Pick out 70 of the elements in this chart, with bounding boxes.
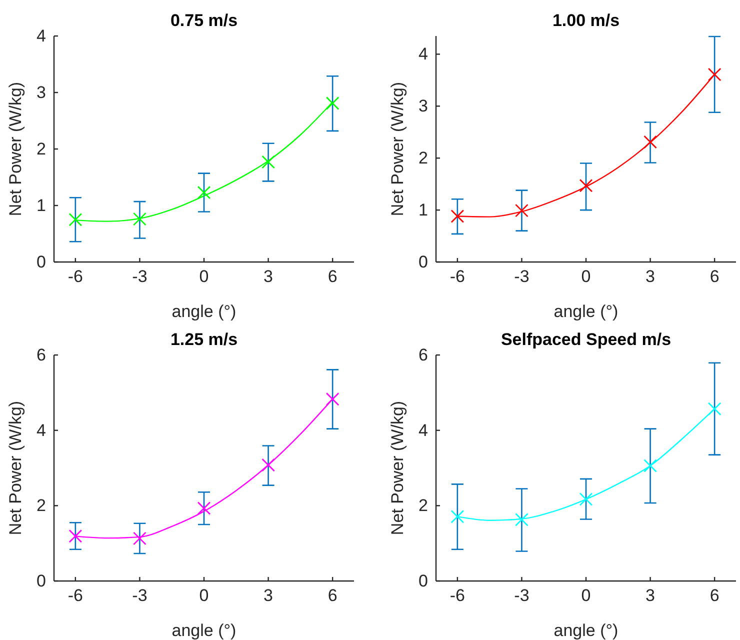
point [133,532,146,546]
point [644,135,657,149]
x-tick-label: 3 [264,267,274,286]
y-axis-title: Net Power (W/kg) [388,82,407,216]
y-tick-label: 6 [36,345,46,364]
chart-title: 0.75 m/s [170,11,238,30]
point [450,210,464,223]
x-tick-label: -6 [450,586,465,606]
y-tick-label: 0 [36,571,46,590]
point [515,204,528,218]
x-tick-label: 0 [581,267,591,286]
x-tick-label: 3 [264,586,274,606]
point [644,459,657,472]
point [708,68,722,82]
x-tick-label: 6 [710,267,720,286]
y-tick-label: 0 [36,252,46,272]
y-tick-label: 2 [36,496,46,516]
y-tick-label: 4 [36,26,46,46]
point [68,529,82,543]
y-tick-label: 2 [36,139,46,158]
point [450,510,464,524]
point [197,502,211,516]
point [579,178,593,192]
y-axis-title: Net Power (W/kg) [388,400,407,536]
chart-title: 1.00 m/s [552,11,620,30]
y-tick-label: 0 [418,252,428,272]
y-axis-title: Net Power (W/kg) [6,400,25,536]
point [708,402,722,416]
x-tick-label: 0 [199,586,209,606]
x-tick-label: 0 [581,586,591,606]
y-tick-label: 3 [418,96,428,116]
x-axis-title: angle (°) [172,302,236,321]
chart-title: Selfpaced Speed m/s [500,330,672,349]
x-tick-label: 0 [199,267,209,286]
x-tick-label: -3 [132,586,148,606]
point [515,512,528,526]
x-axis-title: angle (°) [554,302,618,321]
x-tick-label: 3 [646,267,656,286]
x-axis-title: angle (°) [172,621,236,640]
y-tick-label: 2 [418,496,428,516]
point [326,392,340,406]
y-tick-label: 1 [36,196,46,215]
y-tick-label: 1 [418,200,428,220]
point [579,492,593,506]
x-tick-label: -6 [68,586,83,606]
y-axis-title: Net Power (W/kg) [6,82,25,216]
point [326,96,340,110]
x-tick-label: 6 [710,586,720,606]
x-tick-label: 3 [646,586,656,606]
x-tick-label: 6 [328,267,338,286]
point [262,155,275,169]
point [262,458,275,472]
point [68,212,82,226]
y-tick-label: 3 [36,82,46,102]
y-tick-label: 2 [418,148,428,168]
x-tick-label: 6 [328,586,338,606]
y-tick-label: 6 [418,345,428,364]
x-tick-label: -6 [450,267,465,286]
point [133,212,146,226]
x-axis-title: angle (°) [554,621,618,640]
x-tick-label: -3 [514,267,530,286]
y-tick-label: 4 [36,420,46,440]
x-tick-label: -3 [514,586,530,606]
x-tick-label: -3 [132,267,148,286]
x-tick-label: -6 [68,267,83,286]
y-tick-label: 4 [418,44,428,64]
y-tick-label: 0 [418,571,428,590]
point [197,186,211,200]
chart-title: 1.25 m/s [170,330,238,349]
y-tick-label: 4 [418,420,428,440]
